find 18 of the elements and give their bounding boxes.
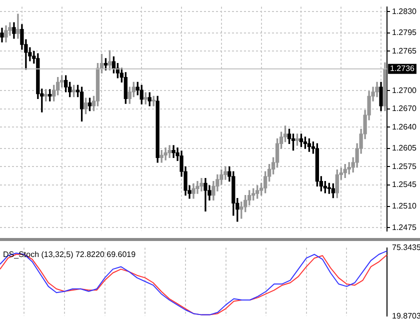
candlestick — [204, 178, 208, 212]
ref-line-label: 1.2736 — [390, 64, 416, 74]
y-tick-label: 1.2575 — [392, 162, 418, 171]
y-tick-label: 1.2545 — [392, 180, 418, 190]
y-tick-label: 1.2700 — [392, 86, 418, 95]
candlestick — [164, 148, 168, 160]
candlestick — [172, 145, 176, 158]
candlestick — [168, 145, 172, 158]
y-tick-label: 1.2670 — [392, 104, 418, 114]
y-tick-label: 1.2510 — [392, 201, 418, 210]
y-tick-label: 1.2640 — [392, 122, 418, 132]
y-tick-label: 1.2830 — [392, 6, 418, 16]
y-tick-label: 1.2795 — [392, 28, 418, 38]
y-tick-label: 1.2475 — [392, 222, 418, 232]
candlestick — [200, 178, 204, 192]
candlestick — [16, 14, 20, 39]
y-tick-label: 1.2765 — [392, 46, 418, 56]
y-tick-label: 1.2605 — [392, 144, 418, 153]
